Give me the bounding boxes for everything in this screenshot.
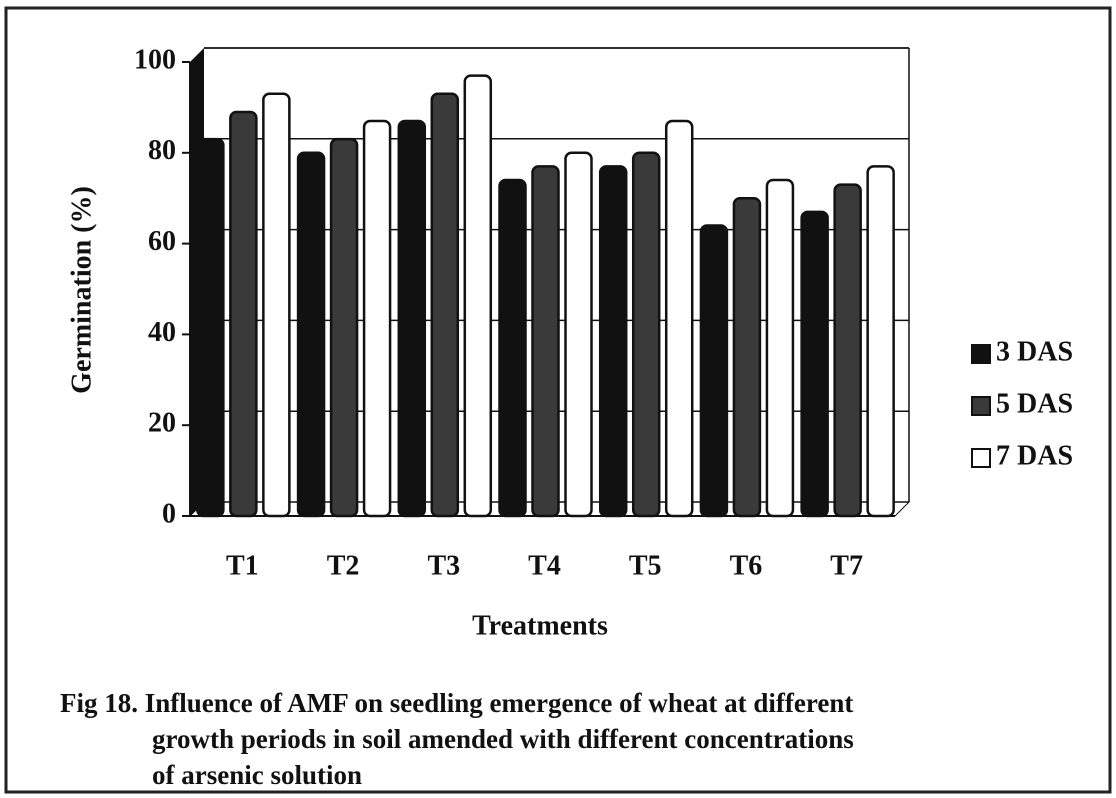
- x-tick-label: T1: [226, 550, 259, 581]
- bar: [699, 224, 729, 518]
- bar: [866, 165, 895, 518]
- y-tick-label: 80: [148, 135, 176, 166]
- bar: [732, 196, 762, 518]
- caption-line: Fig 18. Influence of AMF on seedling eme…: [60, 688, 853, 718]
- legend-swatch: [971, 344, 991, 364]
- legend-label: 3 DAS: [996, 336, 1073, 367]
- bar: [833, 183, 862, 518]
- legend-swatch: [971, 448, 991, 468]
- legend-label: 5 DAS: [996, 388, 1073, 419]
- bar: [531, 165, 560, 518]
- y-tick-label: 40: [148, 317, 176, 348]
- bar: [498, 178, 527, 518]
- bar: [631, 151, 661, 518]
- bar: [262, 92, 291, 518]
- bar: [362, 119, 392, 518]
- y-tick-label: 0: [162, 498, 176, 529]
- bar: [229, 110, 258, 518]
- bar: [598, 165, 628, 518]
- bar: [329, 137, 359, 518]
- bar: [800, 210, 829, 518]
- bar: [296, 151, 326, 518]
- caption-line: growth periods in soil amended with diff…: [152, 724, 854, 754]
- x-tick-label: T6: [730, 550, 763, 581]
- bar: [196, 137, 225, 518]
- x-tick-label: T3: [427, 550, 460, 581]
- y-tick-label: 60: [148, 226, 176, 257]
- bar: [430, 92, 460, 518]
- frame: [4, 6, 1112, 794]
- x-axis-label: Treatments: [472, 610, 608, 641]
- y-axis-label: Germination (%): [66, 186, 97, 394]
- x-tick-label: T7: [830, 550, 863, 581]
- legend-swatch: [971, 396, 991, 416]
- legend-label: 7 DAS: [996, 440, 1073, 471]
- x-tick-label: T2: [327, 550, 360, 581]
- bar: [664, 119, 694, 518]
- caption-line: of arsenic solution: [152, 760, 362, 790]
- y-tick-label: 20: [148, 408, 176, 439]
- bar: [564, 151, 593, 518]
- bar: [765, 178, 795, 518]
- bar: [463, 74, 493, 518]
- x-tick-label: T5: [629, 550, 662, 581]
- x-tick-label: T4: [528, 550, 561, 581]
- bar: [397, 119, 427, 518]
- y-tick-label: 100: [134, 44, 176, 75]
